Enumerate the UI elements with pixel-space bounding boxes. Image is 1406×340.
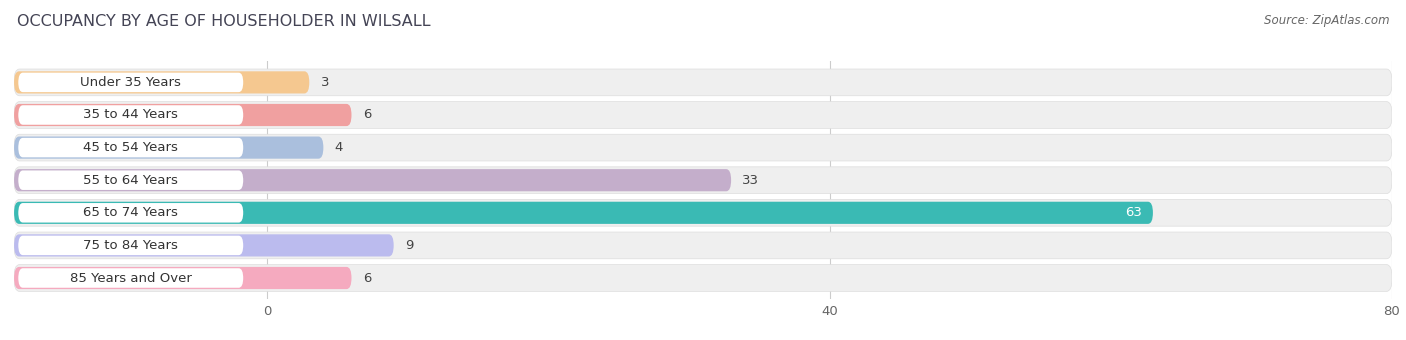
Text: 85 Years and Over: 85 Years and Over (70, 272, 191, 285)
FancyBboxPatch shape (18, 105, 243, 125)
Text: 3: 3 (321, 76, 329, 89)
Text: 33: 33 (742, 174, 759, 187)
FancyBboxPatch shape (14, 102, 1392, 129)
FancyBboxPatch shape (18, 138, 243, 157)
Text: 6: 6 (363, 108, 371, 121)
FancyBboxPatch shape (18, 203, 243, 223)
Text: 9: 9 (405, 239, 413, 252)
FancyBboxPatch shape (14, 104, 352, 126)
FancyBboxPatch shape (14, 200, 1392, 226)
Text: Source: ZipAtlas.com: Source: ZipAtlas.com (1264, 14, 1389, 27)
FancyBboxPatch shape (14, 232, 1392, 259)
Text: 4: 4 (335, 141, 343, 154)
Text: OCCUPANCY BY AGE OF HOUSEHOLDER IN WILSALL: OCCUPANCY BY AGE OF HOUSEHOLDER IN WILSA… (17, 14, 430, 29)
Text: Under 35 Years: Under 35 Years (80, 76, 181, 89)
FancyBboxPatch shape (14, 134, 1392, 161)
FancyBboxPatch shape (18, 236, 243, 255)
FancyBboxPatch shape (14, 137, 323, 159)
Text: 35 to 44 Years: 35 to 44 Years (83, 108, 179, 121)
FancyBboxPatch shape (14, 267, 352, 289)
FancyBboxPatch shape (14, 167, 1392, 193)
Text: 63: 63 (1125, 206, 1142, 219)
FancyBboxPatch shape (14, 202, 1153, 224)
FancyBboxPatch shape (14, 265, 1392, 291)
FancyBboxPatch shape (14, 169, 731, 191)
FancyBboxPatch shape (18, 170, 243, 190)
Text: 65 to 74 Years: 65 to 74 Years (83, 206, 179, 219)
FancyBboxPatch shape (18, 268, 243, 288)
Text: 6: 6 (363, 272, 371, 285)
Text: 75 to 84 Years: 75 to 84 Years (83, 239, 179, 252)
Text: 45 to 54 Years: 45 to 54 Years (83, 141, 179, 154)
FancyBboxPatch shape (18, 73, 243, 92)
FancyBboxPatch shape (14, 71, 309, 94)
FancyBboxPatch shape (14, 234, 394, 256)
FancyBboxPatch shape (14, 69, 1392, 96)
Text: 55 to 64 Years: 55 to 64 Years (83, 174, 179, 187)
